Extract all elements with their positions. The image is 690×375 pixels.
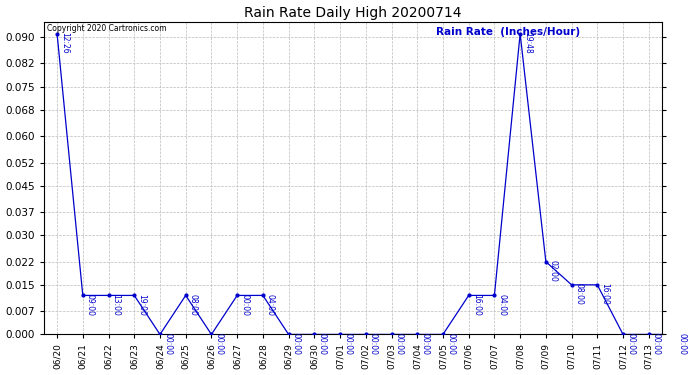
Text: 00:00: 00:00 (292, 333, 301, 355)
Text: 19:00: 19:00 (137, 294, 146, 316)
Text: 00:00: 00:00 (395, 333, 404, 355)
Text: Copyright 2020 Cartronics.com: Copyright 2020 Cartronics.com (48, 24, 167, 33)
Text: 04:00: 04:00 (497, 294, 506, 316)
Text: 00:00: 00:00 (446, 333, 455, 355)
Title: Rain Rate Daily High 20200714: Rain Rate Daily High 20200714 (244, 6, 462, 20)
Text: 00:00: 00:00 (240, 294, 249, 316)
Text: 00:00: 00:00 (215, 333, 224, 355)
Text: 00:00: 00:00 (369, 333, 378, 355)
Text: 00:00: 00:00 (163, 333, 172, 355)
Text: 19:48: 19:48 (523, 32, 532, 54)
Text: 00:00: 00:00 (626, 333, 635, 355)
Text: 00:00: 00:00 (420, 333, 429, 355)
Text: 13:00: 13:00 (112, 294, 121, 316)
Text: 04:00: 04:00 (266, 294, 275, 316)
Text: 00:00: 00:00 (678, 333, 687, 355)
Text: 12:26: 12:26 (60, 32, 69, 54)
Text: 02:00: 02:00 (549, 260, 558, 282)
Text: 09:00: 09:00 (86, 294, 95, 316)
Text: 08:00: 08:00 (575, 283, 584, 305)
Text: 16:00: 16:00 (600, 283, 609, 305)
Text: Rain Rate  (Inches/Hour): Rain Rate (Inches/Hour) (436, 27, 580, 37)
Text: 00:00: 00:00 (317, 333, 326, 355)
Text: 00:00: 00:00 (343, 333, 352, 355)
Text: 08:00: 08:00 (189, 294, 198, 316)
Text: 16:00: 16:00 (472, 294, 481, 316)
Text: 00:00: 00:00 (652, 333, 661, 355)
